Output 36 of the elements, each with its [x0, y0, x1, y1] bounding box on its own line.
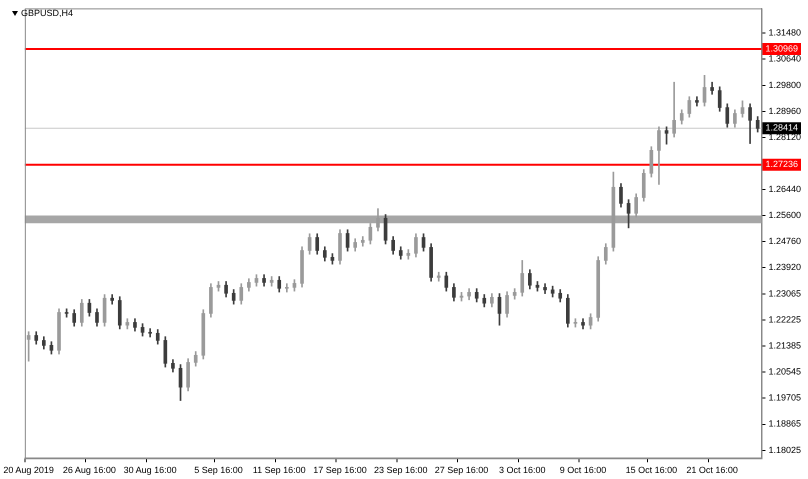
y-tick-label: 1.31480 [768, 28, 802, 38]
ref-line-label: 1.28414 [765, 122, 798, 133]
y-tick-label: 1.19705 [768, 392, 802, 403]
y-tick-label: 1.23920 [768, 262, 802, 272]
y-tick-label: 1.26440 [768, 184, 802, 194]
y-tick-label: 1.28960 [768, 106, 802, 116]
y-tick-label: 1.30640 [768, 54, 802, 64]
y-tick-label: 1.25600 [768, 210, 802, 220]
candlestick [460, 292, 464, 302]
x-tick-label: 20 Aug 2019 [3, 465, 54, 476]
ref-line-label: 1.30969 [765, 44, 798, 54]
chart-title: GBPUSD,H4 [21, 8, 74, 18]
y-tick-label: 1.28120 [768, 132, 802, 142]
y-tick-label: 1.20545 [768, 366, 802, 377]
x-tick-label: 17 Sep 16:00 [313, 465, 367, 476]
x-tick-label: 21 Oct 16:00 [686, 465, 738, 476]
y-tick-label: 1.23065 [768, 288, 802, 299]
x-tick-label: 3 Oct 16:00 [498, 465, 546, 476]
ref-line-label: 1.27236 [765, 159, 798, 170]
x-tick-label: 11 Sep 16:00 [252, 465, 306, 476]
x-tick-label: 23 Sep 16:00 [374, 465, 428, 476]
y-tick-label: 1.22225 [768, 314, 802, 325]
y-tick-label: 1.18865 [768, 418, 802, 429]
y-tick-label: 1.18025 [768, 444, 802, 455]
y-tick-label: 1.29800 [768, 80, 802, 90]
x-tick-label: 27 Sep 16:00 [434, 465, 488, 476]
y-tick-label: 1.24760 [768, 236, 802, 246]
x-tick-label: 5 Sep 16:00 [194, 465, 243, 476]
candlestick [536, 281, 540, 292]
x-tick-label: 9 Oct 16:00 [560, 465, 606, 476]
x-tick-label: 30 Aug 16:00 [124, 465, 177, 476]
candlestick [664, 126, 668, 145]
y-tick-label: 1.21385 [768, 340, 802, 351]
x-tick-label: 15 Oct 16:00 [626, 465, 678, 476]
x-tick-label: 26 Aug 16:00 [62, 465, 116, 476]
candlestick [216, 281, 220, 292]
